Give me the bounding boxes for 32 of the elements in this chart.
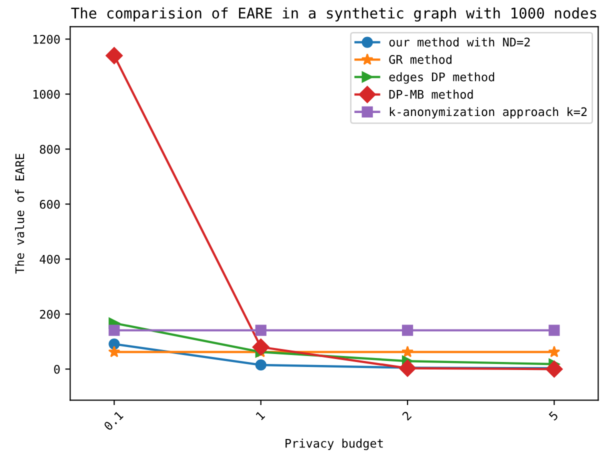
y-tick-label: 200 <box>40 310 60 319</box>
y-axis-title: The value of EARE <box>15 154 24 274</box>
point <box>402 346 414 358</box>
point <box>108 324 120 336</box>
chart-title: The comparision of EARE in a synthetic graph with 1000 nodes <box>71 7 596 22</box>
x-tick-label: 1 <box>256 410 266 420</box>
point <box>402 324 414 336</box>
legend-label: edges DP method <box>389 72 494 84</box>
legend-label: our method with ND=2 <box>389 37 530 47</box>
point <box>548 346 560 358</box>
point <box>108 338 120 350</box>
point <box>398 360 416 377</box>
y-tick-label: 1000 <box>33 90 60 99</box>
point <box>255 324 266 336</box>
y-tick-label: 400 <box>40 254 60 264</box>
point <box>252 338 270 356</box>
y-tick-label: 0 <box>54 364 60 374</box>
legend-label: DP-MB method <box>389 90 473 99</box>
point <box>255 359 266 371</box>
x-tick-label: 2 <box>402 410 412 421</box>
y-tick-label: 1200 <box>33 34 60 44</box>
legend-label: k-anonymization approach k=2 <box>390 107 587 118</box>
x-axis-title: Privacy budget <box>286 438 383 450</box>
point <box>106 47 123 64</box>
y-tick-label: 800 <box>40 144 60 154</box>
point <box>546 360 563 378</box>
point <box>548 324 560 336</box>
x-tick-label: 5 <box>548 410 558 421</box>
y-tick-label: 600 <box>40 200 60 209</box>
point <box>108 346 120 358</box>
legend-label: GR method <box>389 54 452 64</box>
x-tick-label: 0.1 <box>103 410 124 431</box>
